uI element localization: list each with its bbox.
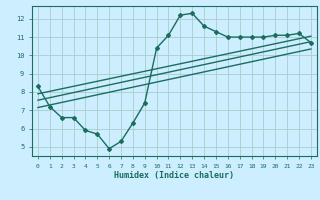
X-axis label: Humidex (Indice chaleur): Humidex (Indice chaleur) — [115, 171, 234, 180]
